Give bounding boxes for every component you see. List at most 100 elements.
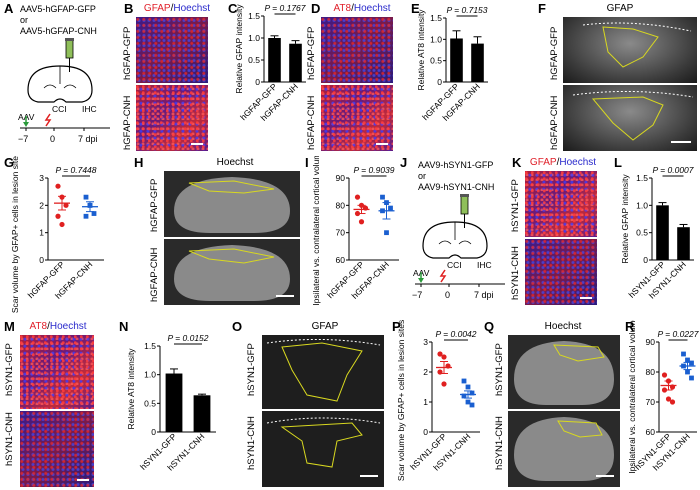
data-point xyxy=(83,194,89,200)
data-point xyxy=(441,354,447,360)
cci-lightning-icon xyxy=(439,269,447,283)
panel-label-e: E xyxy=(411,1,420,16)
chart-r: 60 70 80 90 Ipsilateral vs. contralateral co… xyxy=(627,320,699,474)
data-point xyxy=(669,399,676,405)
scale-bar xyxy=(77,479,89,481)
row-label: hSYN1-CNH xyxy=(510,246,521,300)
data-point xyxy=(441,381,447,387)
row-label: hSYN1-GFP xyxy=(246,343,257,396)
y-tick-label: 0.5 xyxy=(248,55,260,65)
y-axis-label: Relative GFAP intensity xyxy=(234,4,244,94)
bar xyxy=(677,227,690,260)
p-value-annotation: P = 0.0042 xyxy=(435,329,476,339)
micrograph-hoechst-hsyn-gfp xyxy=(508,335,620,409)
y-tick-label: 60 xyxy=(646,427,656,437)
p-value-annotation: P = 0.9039 xyxy=(353,165,394,175)
vector-line: AAV5-hGFAP-CNH xyxy=(20,26,97,36)
panel-label-r: R xyxy=(625,319,635,334)
data-point xyxy=(461,393,467,399)
data-point xyxy=(465,384,471,390)
panel-label-q: Q xyxy=(484,319,495,334)
timeline-cci: CCI xyxy=(52,104,67,114)
y-axis-label: Scar volume by GFAP+ cells in lesion sit… xyxy=(10,156,20,313)
panel-label-d: D xyxy=(311,1,321,16)
y-axis-label: Ipsilateral vs. contralateral cortical v… xyxy=(311,156,321,306)
p-value-annotation: P = 0.7153 xyxy=(446,5,487,15)
vector-line: or xyxy=(20,15,29,25)
scale-bar xyxy=(671,141,691,143)
data-point xyxy=(437,351,443,357)
panel-label-n: N xyxy=(119,319,129,334)
scale-bar xyxy=(276,295,294,297)
scale-bar xyxy=(580,297,592,299)
tick-7dpi: 7 dpi xyxy=(78,134,98,144)
panel-label-i: I xyxy=(305,155,309,170)
y-tick-label: 2 xyxy=(39,200,44,210)
tick-0: 0 xyxy=(50,134,56,144)
bar xyxy=(268,38,281,82)
panel-label-p: P xyxy=(392,319,401,334)
micrograph-lesion-gfp xyxy=(563,17,697,83)
row-label: hSYN1-GFP xyxy=(510,179,521,232)
y-tick-label: 90 xyxy=(646,337,656,347)
micrograph-gfap-gfp xyxy=(136,17,208,83)
panel-h-header: Hoechst xyxy=(216,157,254,168)
panel-a-vectors: AAV5-hGFAP-GFP or AAV5-hGFAP-CNH xyxy=(20,4,97,37)
tick-minus7: −7 xyxy=(412,290,423,300)
p-value-annotation: P = 0.0152 xyxy=(167,333,208,343)
y-tick-label: 80 xyxy=(336,200,346,210)
panel-m-header: AT8/Hoechst xyxy=(29,321,87,332)
data-point xyxy=(55,183,61,189)
micrograph-gfap-cnh xyxy=(136,85,208,151)
panel-label-a: A xyxy=(4,1,14,16)
row-label: hSYN1-CNH xyxy=(246,416,257,470)
data-point xyxy=(83,213,89,219)
y-tick-label: 0 xyxy=(423,427,428,437)
scale-bar xyxy=(376,143,388,145)
y-tick-label: 90 xyxy=(336,173,346,183)
timeline-cci: CCI xyxy=(447,260,462,270)
data-point xyxy=(384,230,389,236)
panel-label-j: J xyxy=(400,155,408,170)
row-label: hGFAP-GFP xyxy=(549,26,560,80)
y-tick-label: 1.0 xyxy=(430,34,442,44)
data-point xyxy=(55,213,61,219)
timeline-ihc: IHC xyxy=(82,104,97,114)
panel-k-header: GFAP/Hoechst xyxy=(529,157,597,168)
row-label: hSYN1-GFP xyxy=(494,343,505,396)
row-label: hGFAP-CNH xyxy=(149,247,160,302)
scale-bar xyxy=(191,143,203,145)
bar xyxy=(471,43,484,82)
timeline-ihc: IHC xyxy=(477,260,492,270)
y-tick-label: 60 xyxy=(336,255,346,265)
tick-7dpi: 7 dpi xyxy=(474,290,494,300)
data-point xyxy=(469,390,475,396)
data-point xyxy=(661,372,668,378)
chart-i: 60 70 80 90 Ipsilateral vs. contralateral co… xyxy=(311,156,399,306)
y-tick-label: 1.5 xyxy=(248,11,260,21)
y-tick-label: 0 xyxy=(151,427,156,437)
data-point xyxy=(91,211,97,216)
panel-a-schematic: AAV CCI IHC xyxy=(18,38,110,131)
panel-label-k: K xyxy=(512,155,522,170)
y-tick-label: 1.0 xyxy=(248,33,260,43)
micrograph-at8-cnh xyxy=(321,85,393,151)
panel-o-header: GFAP xyxy=(311,321,339,332)
p-value-annotation: P = 0.1767 xyxy=(264,3,305,13)
y-axis-label: Scar volume by GFAP+ cells in lesion sit… xyxy=(396,320,406,481)
data-point xyxy=(689,375,694,381)
cci-lightning-icon xyxy=(44,113,52,127)
chart-g: 0 1 2 3 Scar volume by GFAP+ cells in lesion… xyxy=(10,156,104,313)
y-tick-label: 70 xyxy=(646,397,656,407)
micrograph-gfap-hsyn-gfp xyxy=(525,171,597,237)
vector-line: or xyxy=(418,171,427,181)
panel-label-l: L xyxy=(614,155,622,170)
micrograph-gfap-hsyn-cnh xyxy=(525,239,597,305)
y-tick-label: 1.5 xyxy=(144,341,156,351)
data-point xyxy=(63,202,69,208)
y-tick-label: 1.5 xyxy=(636,173,648,183)
y-tick-label: 70 xyxy=(336,228,346,238)
row-label: hGFAP-CNH xyxy=(122,95,133,150)
data-point xyxy=(689,360,694,366)
micrograph-at8-gfp xyxy=(321,17,393,83)
